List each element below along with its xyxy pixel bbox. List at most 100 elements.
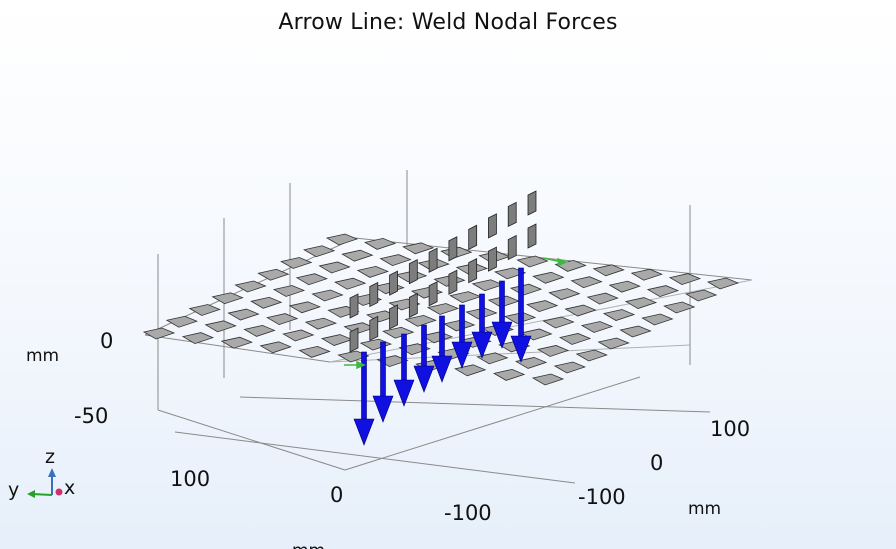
x-axis-unit: mm xyxy=(292,541,325,549)
weld-plate xyxy=(382,326,415,339)
plot-title: Arrow Line: Weld Nodal Forces xyxy=(278,10,618,35)
weld-plate xyxy=(580,321,614,333)
y-tick-100: 100 xyxy=(710,417,750,441)
weld-plate xyxy=(476,352,509,365)
weld-plate xyxy=(548,288,581,301)
weld-plate xyxy=(257,268,290,281)
y-tick-0: 0 xyxy=(650,451,663,475)
weld-plate xyxy=(334,277,367,290)
force-arrow xyxy=(353,351,375,446)
weld-plate xyxy=(227,308,260,321)
weld-plate xyxy=(646,285,680,298)
weld-plate xyxy=(320,334,354,346)
weld-fin xyxy=(428,281,438,307)
weld-fin xyxy=(448,269,458,295)
weld-plate xyxy=(663,301,696,314)
weld-plate xyxy=(220,336,253,349)
force-arrow xyxy=(413,324,435,393)
weld-plate xyxy=(243,324,276,337)
weld-plate xyxy=(564,304,597,317)
weld-plate xyxy=(514,357,548,369)
force-arrow xyxy=(372,341,394,423)
weld-fin xyxy=(507,201,517,228)
weld-plate xyxy=(188,304,221,316)
x-tick-0: 0 xyxy=(330,483,343,507)
y-axis-unit: mm xyxy=(688,499,721,519)
weld-plate xyxy=(706,277,740,290)
weld-fin xyxy=(488,246,497,272)
weld-fin xyxy=(369,315,379,342)
weld-plate xyxy=(494,267,527,280)
force-arrow xyxy=(431,315,453,383)
force-arrow xyxy=(451,304,473,369)
weld-plate xyxy=(337,350,370,363)
weld-fin xyxy=(389,304,398,330)
weld-fin xyxy=(527,223,537,249)
x-tick-100: 100 xyxy=(170,467,210,491)
weld-plate xyxy=(471,279,504,292)
weld-fin xyxy=(428,247,438,273)
weld-plate xyxy=(516,255,549,268)
weld-plate xyxy=(266,313,299,326)
weld-plate xyxy=(303,245,336,258)
weld-plate xyxy=(526,300,559,313)
weld-plate xyxy=(597,337,630,350)
z-axis-unit: mm xyxy=(26,346,59,366)
weld-plate xyxy=(165,315,199,328)
weld-plate xyxy=(404,314,437,327)
z-tick-minus50: -50 xyxy=(74,404,108,428)
weld-plates xyxy=(142,233,740,386)
weld-plate xyxy=(630,268,663,281)
weld-plate xyxy=(402,242,435,255)
weld-fin xyxy=(468,224,478,250)
weld-plate xyxy=(379,254,412,267)
force-arrow xyxy=(393,333,415,407)
weld-plate xyxy=(668,273,702,286)
weld-plate xyxy=(536,345,570,357)
weld-plate xyxy=(570,276,603,289)
weld-plate xyxy=(592,264,625,277)
weld-plate xyxy=(282,329,315,342)
weld-fin xyxy=(369,281,379,308)
weld-plate xyxy=(575,349,608,362)
weld-fin xyxy=(349,293,359,319)
weld-plate xyxy=(586,292,619,305)
weld-plate xyxy=(211,292,244,305)
weld-fin xyxy=(468,258,478,284)
weld-plate xyxy=(619,325,652,338)
weld-plate xyxy=(359,338,393,351)
weld-plate xyxy=(142,327,176,340)
weld-fin xyxy=(527,190,537,216)
weld-fin xyxy=(448,236,458,262)
force-arrow xyxy=(471,293,493,359)
weld-plate xyxy=(250,296,283,309)
weld-plate xyxy=(272,285,306,297)
weld-plate xyxy=(341,249,374,262)
weld-plate xyxy=(298,345,331,358)
weld-plate xyxy=(325,233,359,246)
weld-plate xyxy=(454,364,487,377)
weld-plate xyxy=(304,317,337,330)
weld-plate xyxy=(449,291,482,304)
weld-plate xyxy=(181,332,215,345)
triad-z-label: z xyxy=(45,446,55,468)
weld-plate xyxy=(641,313,674,326)
weld-plate xyxy=(364,237,397,250)
weld-plate xyxy=(426,303,460,315)
x-tick-minus100: -100 xyxy=(444,501,492,525)
weld-fin xyxy=(349,327,359,353)
weld-plate xyxy=(608,280,641,293)
weld-plate xyxy=(602,309,636,321)
y-tick-minus100: -100 xyxy=(578,485,626,509)
weld-plate xyxy=(542,316,575,329)
weld-plate xyxy=(685,289,718,302)
weld-fin xyxy=(488,213,497,239)
weld-plate xyxy=(493,368,526,381)
weld-fin xyxy=(389,270,398,296)
triad-x-label: x xyxy=(64,477,75,499)
weld-plate xyxy=(259,341,292,354)
force-arrows xyxy=(353,267,532,446)
weld-plate xyxy=(509,283,543,296)
weld-plate xyxy=(356,265,389,278)
